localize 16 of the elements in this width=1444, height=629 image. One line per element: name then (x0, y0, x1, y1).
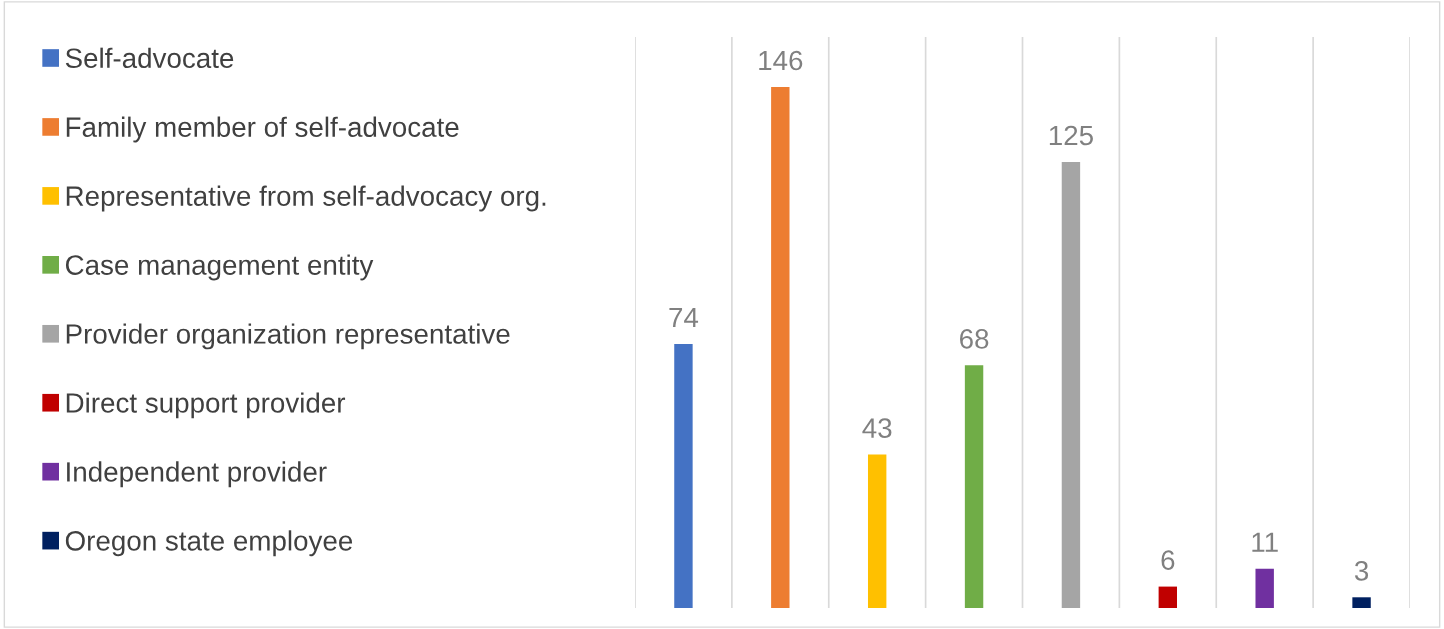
legend-label: Direct support provider (66, 392, 346, 419)
legend-label: Provider organization representative (66, 323, 510, 350)
legend-label: Independent provider (67, 461, 327, 488)
data-label: 125 (1049, 125, 1093, 146)
legend-label: Oregon state employee (65, 530, 353, 557)
legend-label: Family member of self-advocate (66, 116, 459, 143)
data-label: 6 (1161, 550, 1175, 570)
legend-label: Self-advocate (65, 47, 234, 69)
data-label: 11 (1252, 532, 1278, 552)
legend-label: Case management entity (65, 254, 374, 281)
data-label: 146 (759, 50, 803, 71)
data-label: 68 (960, 329, 989, 349)
data-label: 3 (1354, 561, 1369, 581)
legend-label: Representative from self-advocacy org. (66, 185, 546, 212)
data-label: 74 (669, 307, 699, 328)
data-label: 43 (862, 418, 892, 438)
